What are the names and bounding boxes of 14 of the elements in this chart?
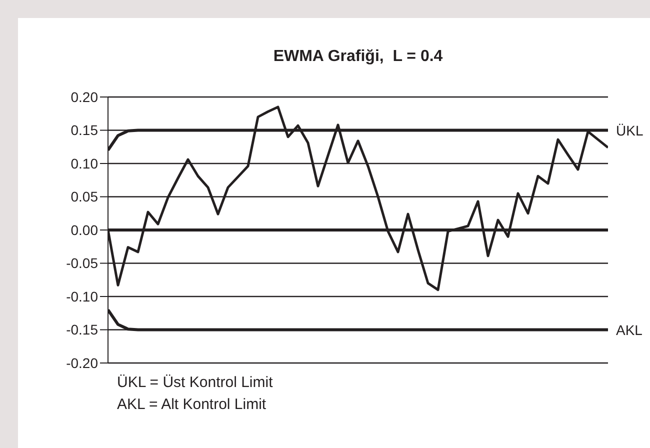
y-tick-label: -0.15 <box>66 322 98 338</box>
y-tick-label: -0.20 <box>66 354 98 371</box>
y-tick-label: -0.05 <box>66 255 98 272</box>
y-tick-label: 0.10 <box>70 155 98 172</box>
text: AKL = Alt Kontrol Limit <box>117 396 266 413</box>
y-tick-label: 0.05 <box>70 188 98 205</box>
y-tick-label: -0.10 <box>66 288 98 304</box>
series-label: AKL <box>616 322 643 338</box>
series-label: ÜKL <box>616 122 644 138</box>
y-tick-label: 0.00 <box>70 222 98 238</box>
y-tick-label: 0.15 <box>70 122 98 138</box>
y-tick-label: 0.20 <box>70 88 98 105</box>
chart-title: EWMA Grafiği, L = 0.4 <box>272 48 444 66</box>
text: ÜKL = Üst Kontrol Limit <box>117 374 273 391</box>
